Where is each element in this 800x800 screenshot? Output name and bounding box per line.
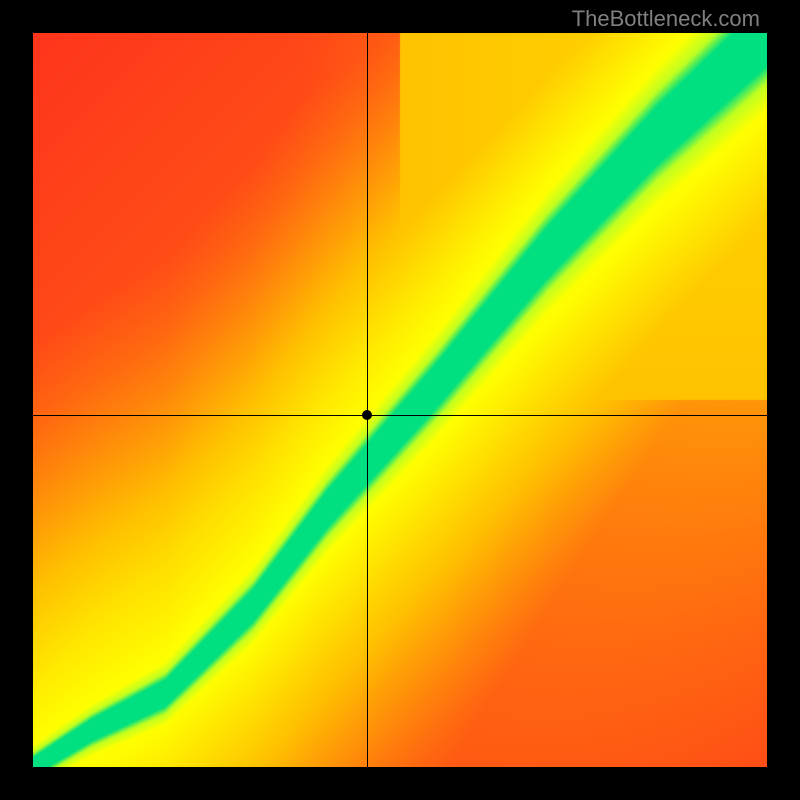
data-point-marker [362,410,372,420]
bottleneck-heatmap [33,33,767,767]
crosshair-vertical [367,33,368,767]
heatmap-canvas [33,33,767,767]
watermark-text: TheBottleneck.com [572,6,760,32]
crosshair-horizontal [33,415,767,416]
